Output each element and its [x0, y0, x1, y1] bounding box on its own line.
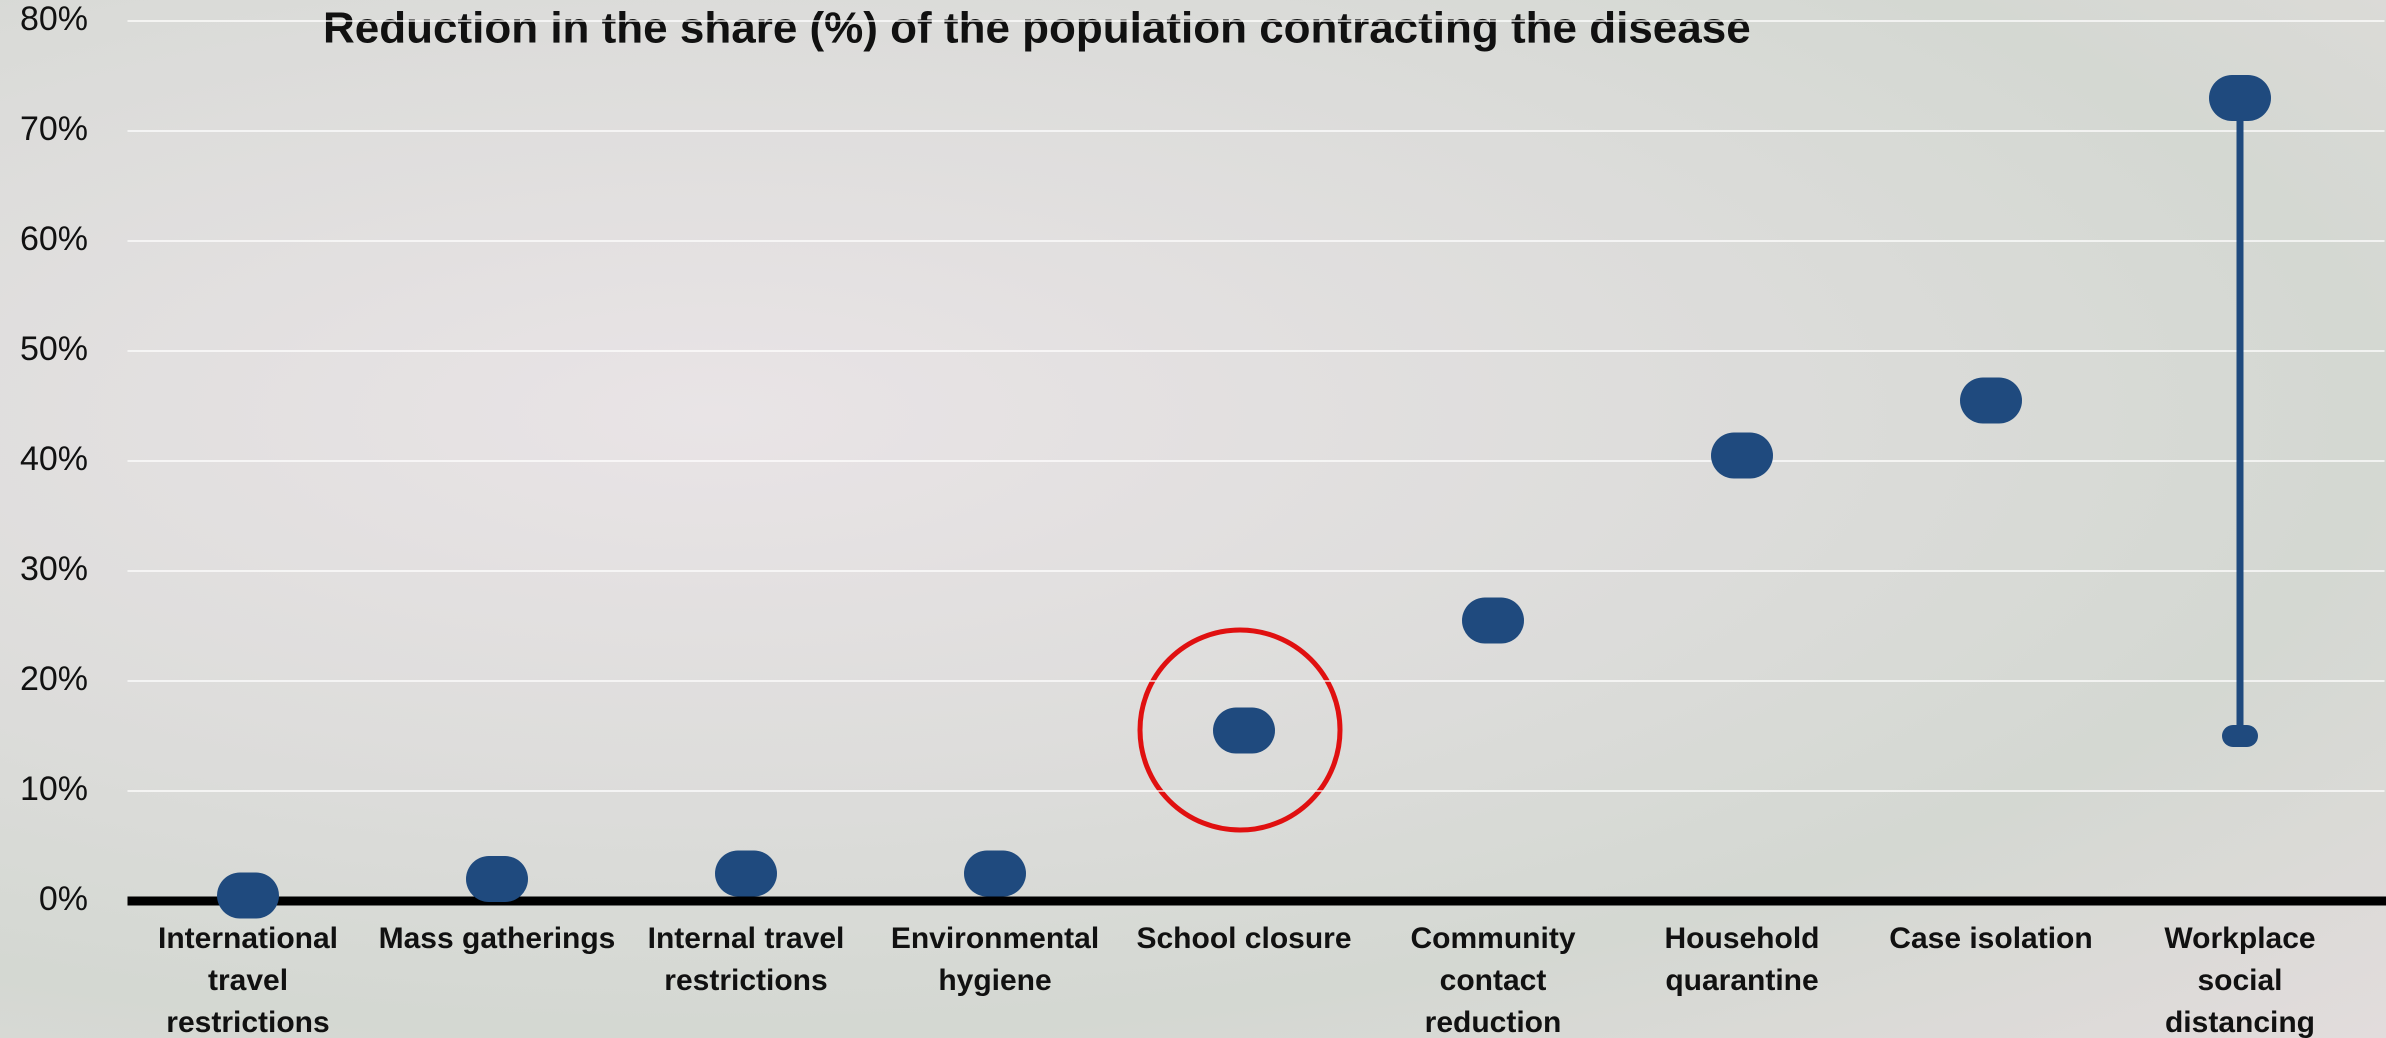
x-tick-label: Case isolation [1889, 922, 2093, 955]
y-tick-label: 0% [39, 880, 88, 918]
highlight-circle [1137, 627, 1343, 833]
x-tick-label: Mass gatherings [378, 922, 616, 955]
low-cap [2222, 725, 2258, 747]
high-marker [715, 850, 777, 897]
y-tick-label: 30% [20, 550, 88, 588]
high-marker [1711, 432, 1773, 479]
x-tick-label: Environmental hygiene [890, 922, 1100, 997]
x-tick-label: Community contact reduction [1410, 922, 1576, 1038]
high-marker [1213, 707, 1275, 754]
y-tick-label: 60% [20, 220, 88, 258]
high-marker [466, 856, 528, 902]
y-tick-label: 50% [20, 330, 88, 368]
x-tick-label: International travel restrictions [157, 922, 338, 1038]
high-marker [1960, 377, 2022, 424]
chart-title: Reduction in the share (%) of the popula… [323, 4, 1751, 53]
y-tick-label: 80% [20, 0, 88, 38]
x-tick-label: School closure [1136, 922, 1352, 955]
high-marker [2209, 75, 2271, 121]
high-marker [964, 850, 1026, 897]
y-tick-label: 70% [20, 110, 88, 148]
x-tick-label: Household quarantine [1664, 922, 1820, 997]
y-tick-label: 10% [20, 770, 88, 808]
high-marker [217, 872, 279, 919]
x-tick-label: Workplace social distancing [2164, 922, 2316, 1038]
x-tick-label: Internal travel restrictions [647, 922, 845, 997]
high-marker [1462, 597, 1524, 644]
y-tick-label: 40% [20, 440, 88, 478]
y-tick-label: 20% [20, 660, 88, 698]
